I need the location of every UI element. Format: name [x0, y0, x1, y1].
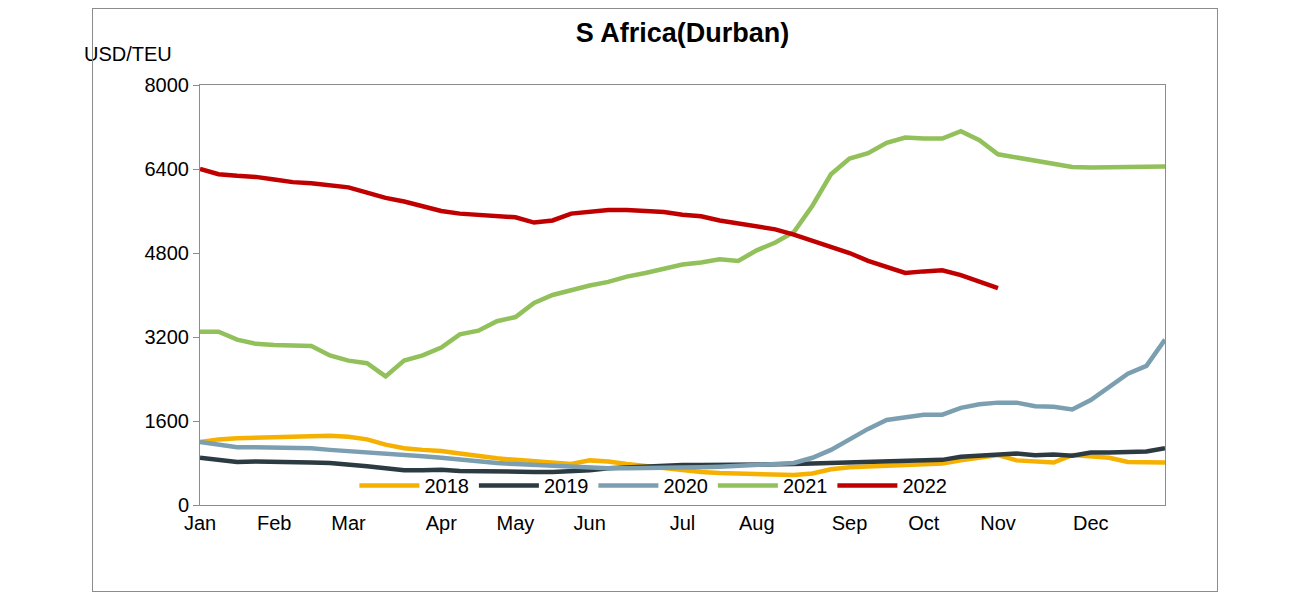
svg-text:2021: 2021: [783, 475, 828, 497]
svg-text:May: May: [497, 512, 535, 534]
svg-text:Nov: Nov: [980, 512, 1016, 534]
svg-text:6400: 6400: [145, 158, 190, 180]
svg-text:1600: 1600: [145, 410, 190, 432]
svg-text:Oct: Oct: [908, 512, 940, 534]
svg-text:Aug: Aug: [739, 512, 775, 534]
svg-text:Apr: Apr: [426, 512, 457, 534]
svg-text:Jun: Jun: [574, 512, 606, 534]
svg-text:2019: 2019: [544, 475, 589, 497]
svg-text:Mar: Mar: [331, 512, 366, 534]
svg-text:2020: 2020: [663, 475, 708, 497]
svg-text:0: 0: [178, 494, 189, 516]
svg-text:Sep: Sep: [832, 512, 868, 534]
svg-text:USD/TEU: USD/TEU: [84, 43, 172, 65]
svg-text:2022: 2022: [902, 475, 947, 497]
svg-text:2018: 2018: [424, 475, 469, 497]
svg-text:3200: 3200: [145, 326, 190, 348]
svg-text:4800: 4800: [145, 242, 190, 264]
svg-text:Jul: Jul: [670, 512, 696, 534]
svg-text:Feb: Feb: [257, 512, 291, 534]
svg-text:Dec: Dec: [1073, 512, 1109, 534]
svg-text:Jan: Jan: [184, 512, 216, 534]
svg-text:S Africa(Durban): S Africa(Durban): [576, 18, 790, 48]
svg-text:8000: 8000: [145, 74, 190, 96]
